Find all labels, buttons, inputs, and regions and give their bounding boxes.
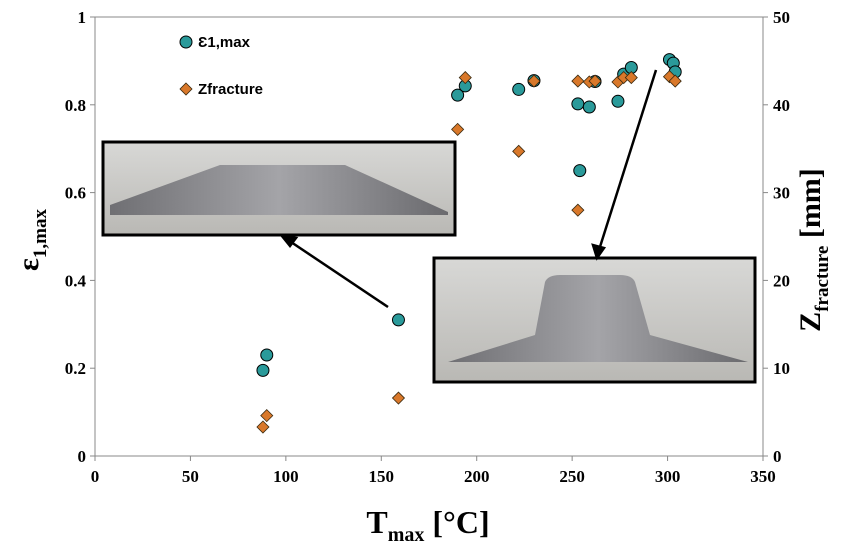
y-tick-label: 1 (78, 8, 87, 27)
legend-label: Ɛ1,max (198, 34, 251, 51)
diamond-point (458, 71, 472, 85)
x-tick-label: 100 (273, 467, 299, 486)
photo-insets (101, 140, 757, 384)
x-label-main: T (366, 504, 387, 540)
y2-tick-label: 20 (773, 271, 790, 290)
circle-point (512, 82, 526, 96)
y-tick-label: 0.6 (65, 184, 86, 203)
x-tick-label: 300 (655, 467, 681, 486)
diamond-point (451, 122, 465, 136)
x-axis-label: Tmax [°C] (366, 504, 489, 546)
y2-label-main: Z (794, 312, 827, 332)
arrow-head (279, 234, 299, 249)
diamond-point (624, 71, 638, 85)
diamond-point (512, 144, 526, 158)
circle-point (260, 348, 274, 362)
circle-point (573, 164, 587, 178)
y-tick-label: 0.4 (65, 271, 87, 290)
y-label-main: ε (12, 258, 45, 271)
circle-point (571, 97, 585, 111)
diamond-point (527, 74, 541, 88)
plot-frame (94, 16, 764, 457)
legend-marker (179, 35, 193, 49)
y2-label-sub: fracture (812, 246, 833, 312)
y2-axis-label: Zfracture [mm] (794, 168, 833, 332)
x-tick-label: 150 (369, 467, 395, 486)
y-tick-label: 0 (78, 447, 87, 466)
diamond-point (668, 74, 682, 88)
diamond-point (256, 420, 270, 434)
y2-tick-label: 50 (773, 8, 790, 27)
y-tick-label: 0.8 (65, 96, 86, 115)
circle-point (256, 363, 270, 377)
arrow (597, 69, 658, 251)
y-axis-label: ε1,max (12, 209, 51, 271)
circle-point (582, 100, 596, 114)
photo-right-part (448, 275, 748, 362)
y2-label-rest: [mm] (794, 168, 827, 245)
x-tick-label: 50 (182, 467, 199, 486)
y2-tick-label: 30 (773, 184, 790, 203)
arrow-head (591, 243, 607, 261)
legend-marker (179, 82, 193, 96)
diamond-point (571, 203, 585, 217)
circle-point (611, 94, 625, 108)
x-tick-label: 200 (464, 467, 490, 486)
diamond-point (571, 74, 585, 88)
legend-label: Zfracture (198, 81, 263, 98)
y2-tick-label: 0 (773, 447, 782, 466)
x-tick-label: 250 (559, 467, 585, 486)
y2-tick-label: 10 (773, 359, 790, 378)
x-tick-label: 350 (750, 467, 776, 486)
x-tick-label: 0 (91, 467, 100, 486)
circle-point (451, 88, 465, 102)
x-label-sub: max (388, 524, 425, 546)
arrow (287, 238, 389, 309)
y2-tick-label: 40 (773, 96, 790, 115)
y-tick-label: 0.2 (65, 359, 86, 378)
diamond-point (588, 74, 602, 88)
photo-left-part (110, 165, 448, 215)
circle-point (391, 313, 405, 327)
diamond-point (391, 391, 406, 405)
y-label-sub: 1,max (30, 209, 51, 259)
arrows (279, 69, 658, 309)
diamond-point (260, 409, 274, 423)
x-label-rest: [°C] (424, 504, 489, 540)
